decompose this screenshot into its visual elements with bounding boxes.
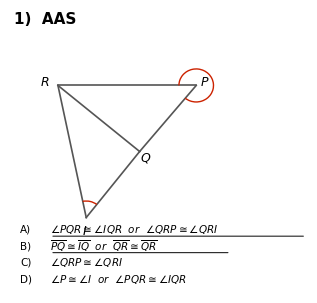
Text: I: I [83, 225, 87, 238]
Text: P: P [200, 76, 208, 89]
Text: Q: Q [140, 151, 150, 164]
Text: A): A) [20, 225, 31, 235]
Text: B): B) [20, 241, 31, 251]
Text: $\overline{PQ} \cong \overline{IQ}$  or  $\overline{QR} \cong \overline{QR}$: $\overline{PQ} \cong \overline{IQ}$ or $… [50, 238, 158, 254]
Text: C): C) [20, 258, 32, 268]
Text: $\angle P \cong \angle I$  or  $\angle PQR \cong \angle IQR$: $\angle P \cong \angle I$ or $\angle PQR… [50, 273, 187, 286]
Text: $\angle PQR \cong \angle IQR$  or  $\angle QRP \cong \angle QRI$: $\angle PQR \cong \angle IQR$ or $\angle… [50, 223, 218, 236]
Text: D): D) [20, 274, 32, 284]
Text: $\angle QRP \cong \angle QRI$: $\angle QRP \cong \angle QRI$ [50, 256, 123, 269]
Text: 1)  AAS: 1) AAS [14, 12, 76, 27]
Text: R: R [41, 76, 50, 89]
